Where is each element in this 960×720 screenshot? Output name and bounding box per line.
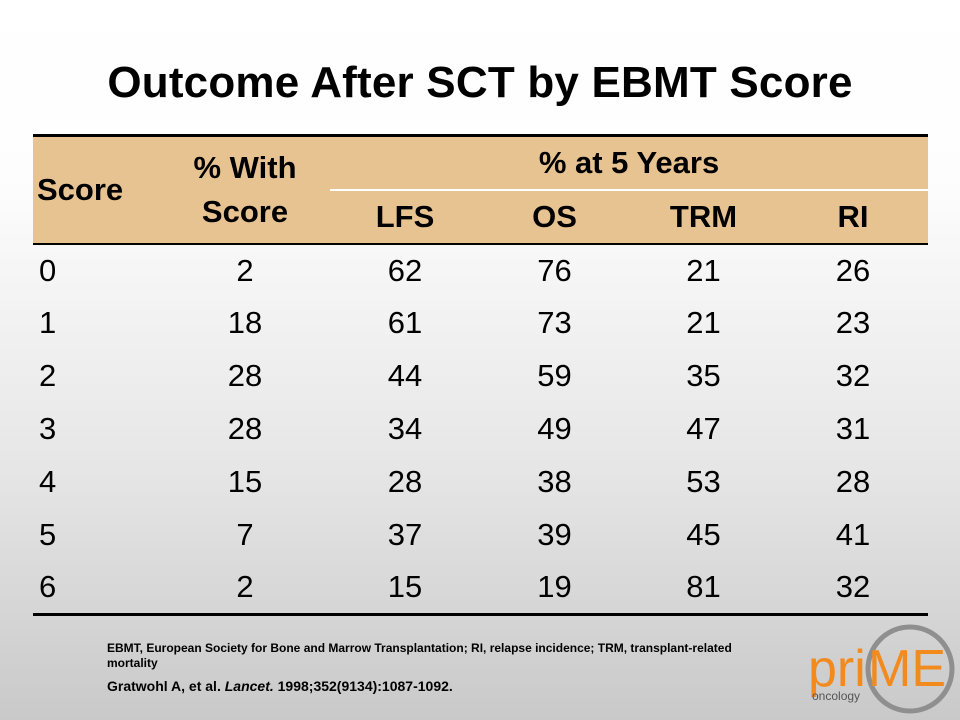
footnote: EBMT, European Society for Bone and Marr… [107, 641, 732, 670]
header-trm: TRM [629, 189, 778, 244]
cell-lfs: 61 [387, 305, 423, 340]
cell-ri: 32 [835, 569, 871, 605]
logo-text-oncology: oncology [812, 689, 860, 703]
cell-lfs: 15 [387, 569, 423, 605]
cell-trm: 53 [686, 464, 721, 499]
cell-lfs: 37 [387, 517, 423, 552]
prime-oncology-logo: pri ME oncology [806, 622, 956, 716]
logo-ring [865, 624, 955, 714]
cell-lfs: 44 [387, 358, 423, 393]
cell-ri: 31 [835, 411, 871, 446]
header-with-line1: % With [193, 149, 297, 185]
cell-os: 59 [537, 358, 572, 393]
cell-percent-with-score: 7 [236, 517, 254, 552]
cell-trm: 81 [686, 569, 721, 605]
header-os: OS [480, 189, 629, 244]
cell-percent-with-score: 28 [227, 358, 263, 393]
cell-ri: 28 [835, 464, 871, 499]
logo-text-pri: pri [808, 640, 866, 698]
cell-percent-with-score: 28 [227, 411, 263, 446]
table-header: Score % With Score % at 5 Years LFS OS T… [33, 135, 929, 244]
cell-score: 5 [39, 517, 57, 552]
table-row: 2 28 44 59 35 32 [33, 350, 928, 403]
citation-authors: Gratwohl A, et al. [107, 678, 221, 694]
cell-lfs: 28 [387, 464, 423, 499]
table-row: 6 2 15 19 81 32 [33, 562, 928, 615]
header-ri: RI [778, 189, 929, 244]
cell-score: 1 [39, 305, 57, 340]
cell-score: 0 [39, 252, 57, 288]
cell-trm: 21 [686, 305, 721, 340]
cell-percent-with-score: 18 [227, 305, 263, 340]
header-with-line2: Score [201, 193, 289, 229]
cell-trm: 45 [686, 517, 721, 552]
header-percent-with-score: % With Score [160, 135, 330, 244]
cell-os: 39 [537, 517, 572, 552]
citation-journal: Lancet. [224, 678, 274, 694]
table-row: 5 7 37 39 45 41 [33, 509, 928, 562]
prime-oncology-logo-graphic: pri ME oncology [808, 624, 955, 714]
table-row: 3 28 34 49 47 31 [33, 403, 928, 456]
slide-title: Outcome After SCT by EBMT Score [107, 58, 853, 107]
cell-ri: 23 [835, 305, 871, 340]
table-row: 4 15 28 38 53 28 [33, 456, 928, 509]
header-score: Score [33, 135, 160, 244]
outcome-table: Score % With Score % at 5 Years LFS OS T… [33, 134, 929, 616]
cell-percent-with-score: 2 [236, 569, 254, 605]
citation-details: 1998;352(9134):1087-1092. [277, 678, 453, 694]
cell-trm: 21 [686, 252, 721, 288]
cell-lfs: 34 [387, 411, 423, 446]
cell-os: 49 [537, 411, 572, 446]
cell-trm: 35 [686, 358, 721, 393]
logo-text-me: ME [868, 640, 946, 698]
cell-os: 76 [537, 252, 572, 288]
cell-os: 38 [537, 464, 572, 499]
cell-score: 4 [39, 464, 57, 499]
cell-percent-with-score: 15 [227, 464, 263, 499]
cell-score: 6 [39, 569, 57, 605]
citation: Gratwohl A, et al. Lancet. 1998;352(9134… [107, 678, 453, 694]
cell-score: 3 [39, 411, 57, 446]
cell-trm: 47 [686, 411, 721, 446]
table-body: 0 2 62 76 21 26 1 18 61 73 21 23 2 28 44 59 35 32 3 28 34 49 4… [33, 244, 929, 615]
header-lfs: LFS [330, 189, 480, 244]
cell-lfs: 62 [387, 252, 423, 288]
cell-os: 73 [537, 305, 572, 340]
table-row: 0 2 62 76 21 26 [33, 244, 928, 297]
table-row: 1 18 61 73 21 23 [33, 297, 928, 350]
cell-ri: 32 [835, 358, 871, 393]
cell-percent-with-score: 2 [236, 252, 254, 288]
cell-ri: 41 [835, 517, 871, 552]
cell-os: 19 [537, 569, 572, 605]
outcome-table-container: Score % With Score % at 5 Years LFS OS T… [33, 134, 929, 616]
cell-score: 2 [39, 358, 57, 393]
cell-ri: 26 [835, 252, 871, 288]
header-group-5-years: % at 5 Years [330, 135, 929, 191]
